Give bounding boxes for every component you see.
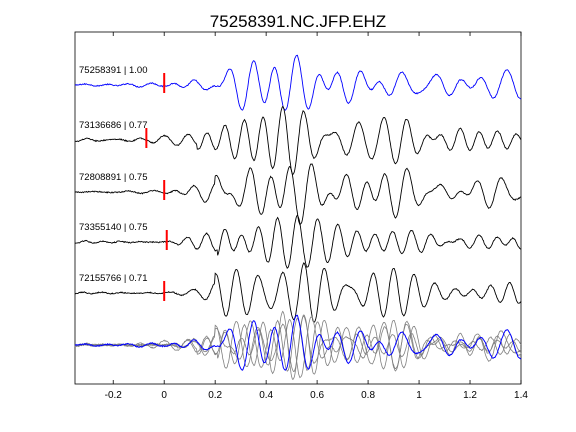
x-tick-label: 0 [161,390,167,401]
x-tick-label: 0.8 [361,390,375,401]
pick-markers [145,73,168,301]
x-tick-label: 1.4 [514,390,528,401]
x-tick-label: 0.6 [310,390,324,401]
x-tick-label: 0.4 [259,390,273,401]
overlay-waveform-75258391 [74,314,522,371]
trace-label-73355140: 73355140 | 0.75 [79,222,148,233]
trace-waveform-73355140 [74,214,522,270]
x-tick-label: 1.2 [463,390,477,401]
axes-frame [74,31,522,385]
x-tick-label: 1 [416,390,422,401]
chart-title: 75258391.NC.JFP.EHZ [210,12,386,31]
trace-waveform-75258391 [74,54,522,111]
trace-label-72808891: 72808891 | 0.75 [79,172,148,183]
x-tick-label: -0.2 [105,390,123,401]
overlay-stack [74,310,522,380]
x-axis: -0.2 0 0.2 0.4 0.6 0.8 1 1.2 1.4 [105,32,528,401]
trace-label-73136686: 73136686 | 0.77 [79,120,148,131]
trace-label-75258391: 75258391 | 1.00 [79,65,148,76]
trace-waveform-73136686 [74,105,522,176]
trace-labels: 75258391 | 1.00 73136686 | 0.77 72808891 |… [79,65,148,284]
trace-label-72155766: 72155766 | 0.71 [79,273,148,284]
traces-layer [74,54,522,323]
trace-waveform-72155766 [74,262,522,323]
x-tick-label: 0.2 [208,390,222,401]
overlay-waveform-72155766 [74,314,522,375]
